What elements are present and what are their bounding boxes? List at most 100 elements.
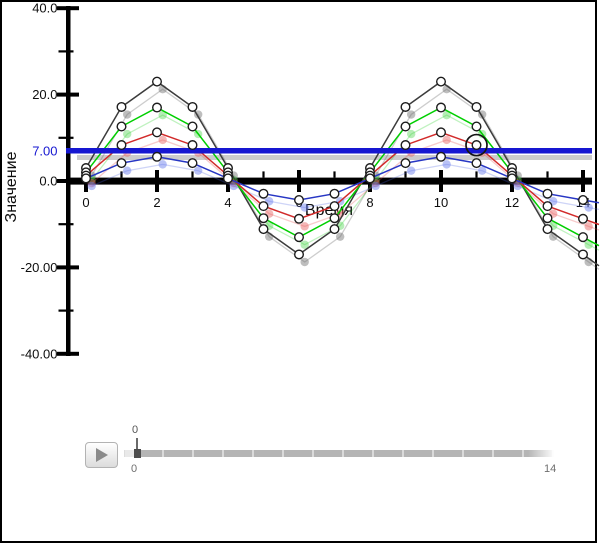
data-point-blue-x12[interactable]: [507, 173, 518, 184]
ghost-point-blue: [406, 166, 416, 175]
ghost-point-green: [584, 240, 593, 249]
x-tick-label: 8: [366, 195, 373, 210]
data-point-red-x9[interactable]: [400, 140, 411, 151]
data-point-green-x6[interactable]: [294, 232, 305, 243]
data-point-dark-x3[interactable]: [187, 101, 198, 112]
y-major-tick: [57, 92, 79, 97]
ghost-point-red: [584, 222, 593, 231]
data-point-dark-x9[interactable]: [400, 101, 411, 112]
data-point-red-x6[interactable]: [294, 213, 305, 224]
play-icon: [96, 448, 108, 462]
data-point-blue-x0[interactable]: [80, 173, 91, 184]
time-slider-thumb-pointer: [136, 438, 138, 450]
data-point-green-x9[interactable]: [400, 121, 411, 132]
ghost-point-dark: [122, 110, 132, 119]
data-point-red-x1[interactable]: [116, 140, 127, 151]
y-minor-tick: [58, 223, 74, 226]
series-line-blue: [85, 156, 600, 204]
data-point-green-x10[interactable]: [436, 102, 447, 113]
x-axis-title: Время: [305, 202, 353, 219]
y-major-tick: [57, 6, 79, 11]
data-point-red-x5[interactable]: [258, 201, 269, 212]
time-slider-track[interactable]: [134, 450, 554, 457]
y-tick-label: 40.0: [32, 1, 57, 16]
data-point-blue-x5[interactable]: [258, 188, 269, 199]
data-point-green-x1[interactable]: [116, 121, 127, 132]
y-major-tick: [57, 265, 79, 270]
data-point-green-x7[interactable]: [329, 213, 340, 224]
data-point-blue-x7[interactable]: [329, 188, 340, 199]
data-point-blue-x13[interactable]: [542, 188, 553, 199]
ghost-point-blue: [87, 181, 96, 191]
series-line-green: [85, 106, 600, 247]
series-ghost-line-blue: [91, 163, 600, 211]
data-point-dark-x11[interactable]: [471, 101, 482, 112]
y-major-tick: [57, 179, 79, 183]
y-axis-title: Значение: [3, 151, 20, 222]
data-point-red-x7[interactable]: [329, 201, 340, 212]
data-point-dark-x5[interactable]: [258, 224, 269, 235]
y-tick-label: -20.00: [21, 260, 58, 275]
y-tick-label: 0.0: [39, 174, 57, 189]
data-point-blue-x1[interactable]: [116, 158, 127, 169]
data-point-blue-x14[interactable]: [578, 195, 589, 206]
data-point-green-x11[interactable]: [471, 121, 482, 132]
data-point-blue-x9[interactable]: [400, 158, 411, 169]
ghost-point-dark: [335, 232, 345, 241]
x-tick-label: 12: [505, 195, 519, 210]
y-minor-tick: [58, 309, 74, 312]
data-point-red-x10[interactable]: [436, 127, 447, 138]
data-point-red-x3[interactable]: [187, 140, 198, 151]
data-point-dark-x7[interactable]: [329, 224, 340, 235]
ghost-point-dark: [300, 257, 309, 267]
data-point-blue-x6[interactable]: [294, 195, 305, 206]
data-point-blue-x10[interactable]: [436, 151, 447, 162]
time-slider-track-start[interactable]: [124, 450, 135, 457]
slider-min-label: 0: [131, 463, 138, 475]
data-point-green-x2[interactable]: [151, 102, 162, 113]
x-tick-label: 2: [153, 195, 160, 210]
ghost-point-green: [300, 240, 309, 249]
x-major-tick: [297, 170, 301, 192]
ghost-point-green: [442, 110, 451, 120]
data-point-dark-x2[interactable]: [151, 76, 162, 87]
ghost-point-blue: [584, 203, 593, 212]
y-tick-label: 20.0: [32, 87, 57, 102]
time-slider-thumb[interactable]: [134, 449, 141, 458]
x-minor-tick: [262, 171, 265, 178]
ghost-point-blue: [193, 166, 203, 175]
play-button[interactable]: [85, 442, 118, 468]
data-point-red-x2[interactable]: [151, 127, 162, 138]
ghost-point-blue: [122, 166, 132, 175]
ghost-point-blue: [477, 166, 487, 175]
data-point-blue-x8[interactable]: [365, 173, 376, 184]
ghost-point-red: [300, 222, 309, 231]
data-point-dark-x6[interactable]: [294, 249, 305, 260]
data-point-red-x14[interactable]: [578, 213, 589, 224]
data-point-blue-x3[interactable]: [187, 158, 198, 169]
slider-current-value: 0: [132, 424, 139, 436]
data-point-red-x13[interactable]: [542, 201, 553, 212]
y-minor-tick: [58, 50, 74, 53]
x-minor-tick: [475, 171, 478, 178]
data-point-blue-x4[interactable]: [222, 173, 233, 184]
data-point-green-x13[interactable]: [542, 213, 553, 224]
data-point-dark-x14[interactable]: [578, 249, 589, 260]
data-point-dark-x13[interactable]: [542, 224, 553, 235]
ghost-point-green: [158, 110, 167, 120]
y-major-tick: [57, 351, 79, 356]
ghost-point-blue: [229, 181, 238, 191]
ghost-point-green: [406, 129, 416, 139]
x-axis: [66, 177, 592, 185]
data-point-dark-x1[interactable]: [116, 101, 127, 112]
data-point-red-x11[interactable]: [471, 140, 482, 151]
data-point-blue-x2[interactable]: [151, 151, 162, 162]
data-point-green-x14[interactable]: [578, 232, 589, 243]
y-minor-tick: [58, 136, 74, 139]
data-point-dark-x10[interactable]: [436, 76, 447, 87]
data-point-blue-x11[interactable]: [471, 158, 482, 169]
data-point-green-x3[interactable]: [187, 121, 198, 132]
data-point-green-x5[interactable]: [258, 213, 269, 224]
